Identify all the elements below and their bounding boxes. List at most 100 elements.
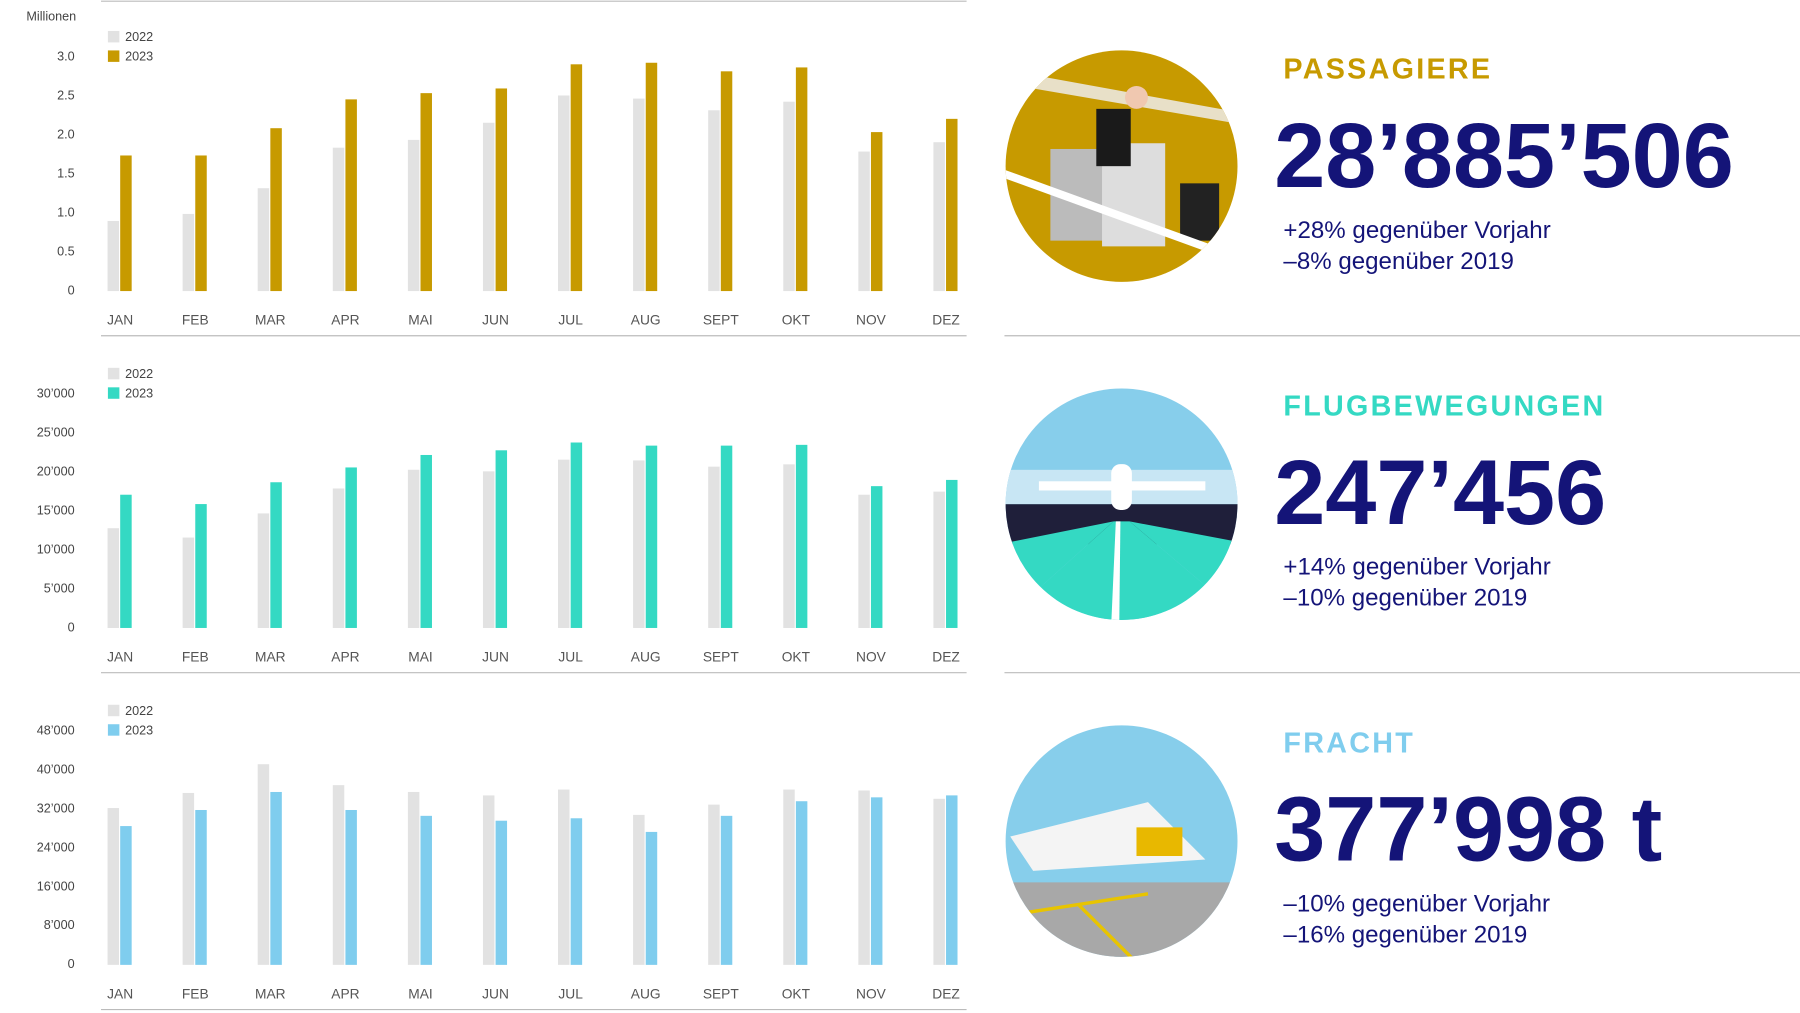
- y-tick-label: 24’000: [37, 840, 75, 854]
- legend-label: 2023: [125, 50, 153, 64]
- bar: [633, 98, 645, 292]
- bar: [645, 62, 658, 292]
- y-axis-label: Millionen: [26, 10, 76, 24]
- legend-label: 2022: [125, 704, 153, 718]
- x-tick-label: JUN: [482, 986, 509, 1001]
- bar: [420, 454, 432, 628]
- y-tick-label: 2.5: [57, 89, 75, 103]
- x-tick-label: NOV: [856, 986, 887, 1001]
- bar: [332, 147, 345, 292]
- bar: [570, 442, 583, 628]
- x-tick-label: NOV: [856, 649, 887, 664]
- x-tick-label: APR: [331, 649, 359, 664]
- x-tick-label: MAR: [255, 649, 286, 664]
- bar: [858, 790, 870, 965]
- x-tick-label: JAN: [107, 649, 133, 664]
- bar: [783, 101, 795, 292]
- x-tick-label: DEZ: [932, 313, 960, 328]
- illustration-passenger: [1005, 50, 1238, 282]
- panel-value: 377’998 t: [1274, 779, 1662, 881]
- bar: [482, 795, 495, 965]
- x-tick-label: AUG: [631, 986, 661, 1001]
- x-tick-label: MAI: [408, 986, 432, 1001]
- x-tick-label: FEB: [182, 986, 209, 1001]
- bar: [495, 88, 508, 292]
- x-tick-label: SEPT: [703, 313, 740, 328]
- bar: [420, 93, 432, 292]
- y-tick-label: 1.0: [57, 205, 75, 219]
- x-tick-label: FEB: [182, 313, 209, 328]
- bar: [182, 537, 195, 628]
- bar: [795, 444, 808, 628]
- x-tick-label: MAI: [408, 313, 432, 328]
- y-tick-label: 3.0: [57, 50, 75, 64]
- bar: [870, 132, 883, 292]
- panel-note: –10% gegenüber Vorjahr: [1283, 891, 1550, 918]
- y-tick-label: 5’000: [44, 581, 75, 595]
- legend-label: 2022: [125, 30, 153, 44]
- bar: [270, 791, 282, 965]
- legend-swatch: [107, 367, 120, 380]
- bar: [107, 528, 120, 628]
- y-tick-label: 0: [68, 283, 75, 297]
- y-tick-label: 30’000: [37, 387, 75, 401]
- illustration-cargo: [1005, 725, 1238, 957]
- panel-title: FRACHT: [1283, 727, 1415, 759]
- legend-swatch: [107, 30, 120, 43]
- panel-value: 28’885’506: [1274, 105, 1734, 207]
- bar: [558, 459, 570, 628]
- x-tick-label: DEZ: [932, 986, 960, 1001]
- bar: [120, 155, 132, 292]
- bar: [720, 71, 733, 292]
- bar: [858, 494, 870, 628]
- x-tick-label: OKT: [782, 986, 811, 1001]
- x-tick-label: MAI: [408, 649, 432, 664]
- x-tick-label: JUL: [558, 313, 583, 328]
- bar: [482, 471, 495, 628]
- panel-title: PASSAGIERE: [1283, 54, 1492, 86]
- x-tick-label: JUN: [482, 649, 509, 664]
- x-tick-label: JUN: [482, 313, 509, 328]
- y-tick-label: 8’000: [44, 918, 75, 932]
- y-tick-label: 0: [68, 957, 75, 971]
- x-tick-label: SEPT: [703, 649, 740, 664]
- bar: [495, 450, 508, 628]
- x-tick-label: APR: [331, 313, 359, 328]
- legend-swatch: [107, 704, 120, 717]
- y-tick-label: 25’000: [37, 425, 75, 439]
- bar: [633, 814, 645, 965]
- y-tick-label: 15’000: [37, 503, 75, 517]
- bar: [720, 815, 733, 965]
- bar: [332, 488, 345, 628]
- legend-label: 2023: [125, 387, 153, 401]
- bar: [257, 513, 270, 628]
- panel-note: –16% gegenüber 2019: [1283, 922, 1527, 949]
- bar: [107, 220, 120, 292]
- x-tick-label: OKT: [782, 649, 811, 664]
- x-tick-label: MAR: [255, 986, 286, 1001]
- y-tick-label: 48’000: [37, 723, 75, 737]
- x-tick-label: AUG: [631, 649, 661, 664]
- x-tick-label: JAN: [107, 313, 133, 328]
- bar: [332, 785, 345, 965]
- y-tick-label: 10’000: [37, 542, 75, 556]
- bar: [345, 809, 357, 965]
- legend-swatch: [107, 50, 120, 62]
- bar: [195, 809, 207, 965]
- x-tick-label: MAR: [255, 313, 286, 328]
- bar: [870, 486, 883, 628]
- bar: [482, 122, 495, 292]
- bar: [708, 804, 720, 965]
- y-tick-label: 0.5: [57, 244, 75, 258]
- bar: [270, 128, 282, 292]
- bar: [708, 110, 720, 292]
- x-tick-label: FEB: [182, 649, 209, 664]
- panel-title: FLUGBEWEGUNGEN: [1283, 391, 1605, 423]
- y-tick-label: 40’000: [37, 762, 75, 776]
- bar: [570, 818, 583, 965]
- y-tick-label: 0: [68, 620, 75, 634]
- bar: [795, 801, 808, 965]
- x-tick-label: JUL: [558, 649, 583, 664]
- bar: [120, 826, 132, 965]
- bar: [407, 469, 420, 628]
